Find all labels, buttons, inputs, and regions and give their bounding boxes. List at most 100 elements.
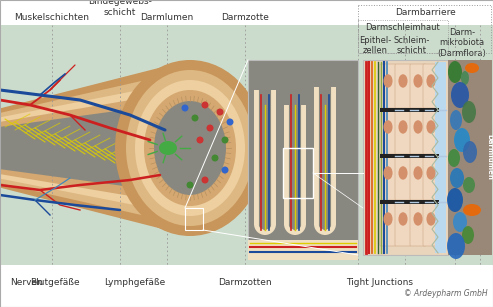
Ellipse shape	[447, 233, 465, 259]
Polygon shape	[0, 60, 190, 236]
Text: Lymphgefäße: Lymphgefäße	[105, 278, 166, 287]
FancyBboxPatch shape	[395, 64, 411, 108]
Circle shape	[181, 104, 188, 111]
Ellipse shape	[319, 221, 331, 230]
FancyBboxPatch shape	[395, 202, 411, 246]
Polygon shape	[314, 87, 336, 235]
Ellipse shape	[462, 101, 476, 123]
Bar	[380, 154, 396, 158]
Bar	[395, 154, 411, 158]
Bar	[248, 240, 358, 260]
Bar	[423, 108, 439, 112]
Ellipse shape	[454, 128, 470, 152]
Bar	[410, 154, 426, 158]
Ellipse shape	[463, 177, 475, 193]
Ellipse shape	[448, 149, 460, 167]
Text: Muskelschichten: Muskelschichten	[14, 13, 90, 22]
Ellipse shape	[450, 168, 464, 188]
Text: Schleim-
schicht: Schleim- schicht	[394, 36, 430, 55]
Text: Nerven: Nerven	[10, 278, 43, 287]
Ellipse shape	[450, 110, 462, 130]
Bar	[410, 108, 426, 112]
Bar	[380, 200, 396, 204]
FancyBboxPatch shape	[410, 64, 426, 108]
Ellipse shape	[426, 74, 435, 88]
Ellipse shape	[284, 213, 306, 235]
Bar	[185, 208, 203, 230]
Ellipse shape	[254, 213, 276, 235]
Circle shape	[197, 137, 204, 143]
FancyBboxPatch shape	[423, 202, 439, 246]
Circle shape	[202, 102, 209, 108]
FancyBboxPatch shape	[395, 156, 411, 200]
Ellipse shape	[398, 166, 408, 180]
Text: Darmlumen: Darmlumen	[141, 13, 194, 22]
Circle shape	[221, 166, 228, 173]
Ellipse shape	[465, 63, 479, 73]
Ellipse shape	[115, 60, 265, 236]
Ellipse shape	[398, 74, 408, 88]
Circle shape	[211, 154, 218, 161]
Ellipse shape	[314, 213, 336, 235]
FancyBboxPatch shape	[410, 156, 426, 200]
Bar	[410, 200, 426, 204]
Ellipse shape	[414, 120, 423, 134]
Bar	[283, 148, 313, 198]
Ellipse shape	[462, 226, 474, 244]
Polygon shape	[259, 90, 271, 231]
Polygon shape	[0, 90, 190, 206]
Ellipse shape	[126, 70, 254, 226]
Text: © Ardeypharm GmbH: © Ardeypharm GmbH	[404, 289, 488, 298]
Text: Darmlumen: Darmlumen	[486, 134, 492, 180]
Ellipse shape	[426, 166, 435, 180]
Circle shape	[226, 119, 234, 126]
Text: Bindegewebs-
schicht: Bindegewebs- schicht	[88, 0, 152, 17]
Bar	[395, 200, 411, 204]
FancyBboxPatch shape	[395, 110, 411, 154]
FancyBboxPatch shape	[380, 202, 396, 246]
Ellipse shape	[154, 101, 226, 195]
Polygon shape	[254, 90, 276, 235]
FancyBboxPatch shape	[410, 202, 426, 246]
Bar	[423, 154, 439, 158]
Polygon shape	[0, 80, 190, 216]
Bar	[0, 265, 493, 307]
Bar	[0, 25, 493, 270]
Circle shape	[221, 137, 228, 143]
FancyBboxPatch shape	[423, 64, 439, 108]
Circle shape	[191, 115, 199, 122]
Polygon shape	[284, 105, 306, 235]
Ellipse shape	[398, 120, 408, 134]
Circle shape	[216, 108, 223, 115]
Ellipse shape	[159, 141, 177, 155]
FancyBboxPatch shape	[380, 110, 396, 154]
Ellipse shape	[426, 120, 435, 134]
Bar	[363, 60, 448, 255]
Bar	[380, 108, 396, 112]
Bar	[248, 60, 358, 255]
Circle shape	[202, 177, 209, 184]
Bar	[423, 200, 439, 204]
Ellipse shape	[451, 82, 469, 108]
FancyBboxPatch shape	[410, 110, 426, 154]
Text: Blutgefäße: Blutgefäße	[30, 278, 80, 287]
Bar	[358, 5, 491, 53]
Ellipse shape	[426, 212, 435, 226]
Polygon shape	[0, 70, 190, 226]
Ellipse shape	[414, 212, 423, 226]
Ellipse shape	[463, 141, 477, 163]
Polygon shape	[289, 105, 301, 231]
Text: Darmzotte: Darmzotte	[221, 13, 269, 22]
FancyBboxPatch shape	[423, 156, 439, 200]
Text: Darm-
mikrobiota
(Darmflora): Darm- mikrobiota (Darmflora)	[438, 28, 487, 58]
Ellipse shape	[448, 61, 462, 83]
Ellipse shape	[384, 74, 392, 88]
Ellipse shape	[135, 80, 245, 216]
Bar	[448, 60, 492, 255]
Ellipse shape	[289, 221, 301, 230]
Polygon shape	[319, 87, 331, 231]
Ellipse shape	[447, 188, 463, 212]
Bar	[358, 20, 448, 53]
Ellipse shape	[414, 166, 423, 180]
Text: Darmzotten: Darmzotten	[218, 278, 272, 287]
